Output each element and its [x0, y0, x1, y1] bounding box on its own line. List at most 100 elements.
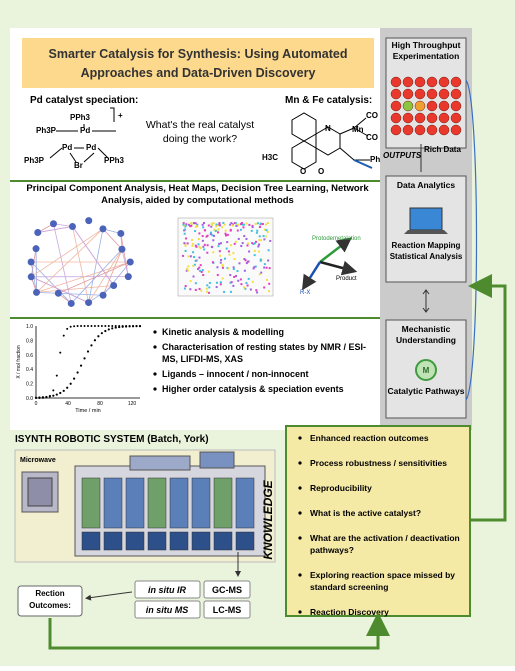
scatter-dot	[225, 234, 227, 236]
curve-dot	[56, 393, 58, 395]
scatter-dot	[234, 243, 236, 245]
scatter-dot	[199, 288, 201, 290]
curve-dot	[94, 325, 96, 327]
curve-dot	[83, 357, 85, 359]
atom: Pd	[62, 143, 72, 152]
curve-dot	[56, 375, 58, 377]
well	[439, 113, 449, 123]
scatter-dot	[235, 241, 237, 243]
scatter-dot	[216, 282, 218, 284]
bullet	[153, 330, 156, 333]
curve-dot	[111, 325, 113, 327]
network-node	[28, 273, 35, 280]
scatter-dot	[220, 281, 222, 283]
network-node	[33, 289, 40, 296]
network-node	[33, 245, 40, 252]
curve-dot	[66, 328, 68, 330]
scatter-dot	[193, 275, 195, 277]
robot-title: ISYNTH ROBOTIC SYSTEM (Batch, York)	[15, 434, 209, 445]
network-node	[68, 300, 75, 307]
scatter-dot	[203, 248, 205, 250]
curve-dot	[59, 352, 61, 354]
curve-dot	[108, 328, 110, 330]
well	[451, 77, 461, 87]
outputs: OUTPUTS	[383, 151, 422, 160]
well	[403, 125, 413, 135]
atom: H3C	[262, 153, 278, 162]
scatter-dot	[240, 229, 242, 231]
scatter-dot	[226, 241, 228, 243]
scatter-dot	[208, 271, 210, 273]
network-node	[28, 259, 35, 266]
curve-dot	[129, 325, 131, 327]
scatter-dot	[213, 235, 215, 237]
bullet	[153, 372, 156, 375]
scatter-dot	[256, 232, 258, 234]
scatter-dot	[263, 286, 265, 288]
scatter-dot	[235, 222, 237, 224]
scatter-dot	[265, 235, 267, 237]
rich-data: Rich Data	[424, 145, 464, 155]
knowledge-item: Exploring reaction space missed by stand…	[310, 569, 465, 593]
scatter-dot	[267, 231, 269, 233]
scatter-dot	[250, 288, 252, 290]
scatter-dot	[233, 268, 235, 270]
knowledge-item: Enhanced reaction outcomes	[310, 432, 465, 444]
curve-dot	[87, 350, 89, 352]
scatter-dot	[260, 272, 262, 274]
scatter-dot	[257, 245, 259, 247]
scatter-dot	[247, 261, 249, 263]
scatter-dot	[244, 270, 246, 272]
scatter-dot	[208, 286, 210, 288]
well	[451, 101, 461, 111]
scatter-dot	[212, 251, 214, 253]
robot-drawing: Microwave	[15, 450, 275, 562]
scatter-dot	[215, 230, 217, 232]
scatter-dot	[190, 255, 192, 257]
scatter-dot	[243, 286, 245, 288]
title-box	[22, 38, 374, 88]
scatter-dot	[264, 263, 266, 265]
kinetics-bullet: Characterisation of resting states by NM…	[162, 341, 377, 365]
rack	[104, 478, 122, 528]
rack-base	[82, 532, 100, 550]
knowledge-item: Reaction Discovery	[310, 606, 465, 618]
knowledge-item: What are the activation / deactivation p…	[310, 532, 465, 556]
scatter-dot	[269, 267, 271, 269]
scatter-dot	[206, 252, 208, 254]
scatter-dot	[245, 238, 247, 240]
scatter-dot	[192, 265, 194, 267]
scatter-dot	[245, 259, 247, 261]
atom: Pd	[86, 143, 96, 152]
scatter-dot	[254, 250, 256, 252]
scatter-dot	[224, 258, 226, 260]
well	[415, 77, 425, 87]
scatter-dot	[267, 259, 269, 261]
scatter-dot	[227, 267, 229, 269]
scatter-dot	[232, 224, 234, 226]
mnfe-label: Mn & Fe catalysis:	[285, 95, 372, 106]
well	[439, 77, 449, 87]
lc: LC-MS	[213, 605, 242, 615]
curve-dot	[63, 335, 65, 337]
well	[427, 77, 437, 87]
curve-dot	[35, 397, 37, 399]
scatter-dot	[217, 274, 219, 276]
scatter-dot	[184, 288, 186, 290]
scatter-dot	[251, 242, 253, 244]
scatter-dot	[190, 225, 192, 227]
scatter-dot	[260, 260, 262, 262]
scatter-dot	[240, 245, 242, 247]
well	[403, 101, 413, 111]
scatter-dot	[202, 269, 204, 271]
scatter-dot	[232, 285, 234, 287]
scatter-dot	[207, 244, 209, 246]
curve-dot	[111, 327, 113, 329]
scatter-dot	[222, 264, 224, 266]
ms: in situ MS	[146, 605, 189, 615]
scatter-dot	[252, 281, 254, 283]
mapping-label: Reaction Mapping Statistical Analysis	[386, 240, 466, 262]
curve-dot	[132, 325, 134, 327]
scatter-dot	[204, 244, 206, 246]
scatter-dot	[254, 254, 256, 256]
